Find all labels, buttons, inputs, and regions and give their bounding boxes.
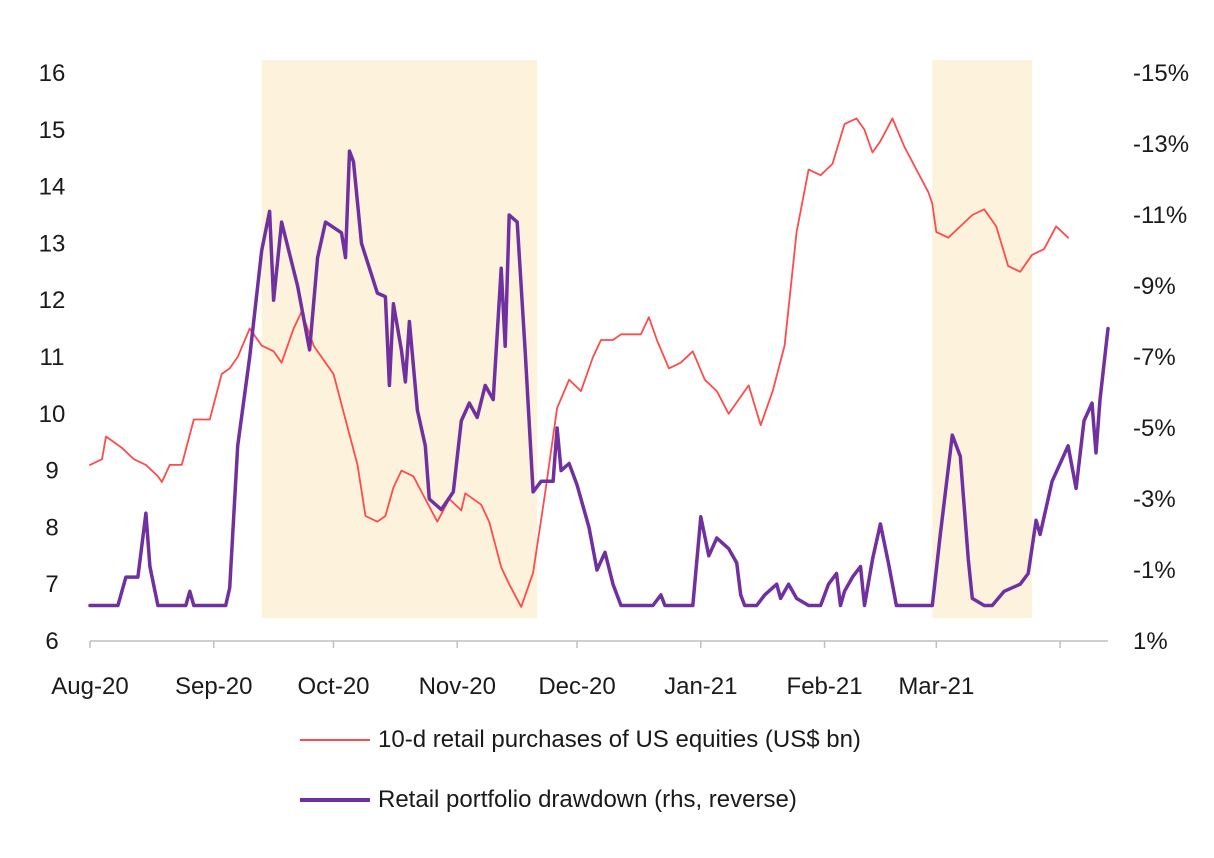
y-left-tick-label: 12 [39,287,66,314]
x-tick-label: Mar-21 [898,673,974,700]
y-left-tick-label: 10 [39,401,66,428]
y-right-tick-label: -1% [1133,557,1176,584]
x-tick-label: Aug-20 [51,673,128,700]
y-left-tick-label: 14 [39,174,66,201]
legend-item-portfolio-drawdown: Retail portfolio drawdown (rhs, reverse) [300,782,1060,818]
y-left-tick-label: 8 [45,514,58,541]
y-left-tick-label: 9 [45,458,58,485]
y-left-tick-label: 15 [39,117,66,144]
legend: 10-d retail purchases of US equities (US… [300,722,1060,842]
y-left-axis-ticks: 6 7 8 9 10 11 12 13 14 15 16 [39,60,66,655]
legend-swatch-retail-purchases [300,739,370,741]
x-tick-label: Feb-21 [787,673,863,700]
y-right-tick-label: -3% [1133,486,1176,513]
y-left-tick-label: 13 [39,230,66,257]
legend-swatch-portfolio-drawdown [300,798,370,802]
legend-item-retail-purchases: 10-d retail purchases of US equities (US… [300,722,1060,758]
y-left-tick-label: 11 [40,344,65,371]
x-tick-label: Oct-20 [298,673,370,700]
series-lines [88,117,1110,608]
y-right-tick-label: 1% [1133,628,1168,655]
legend-label-portfolio-drawdown: Retail portfolio drawdown (rhs, reverse) [378,786,797,813]
y-right-tick-label: -9% [1133,273,1176,300]
y-left-tick-label: 6 [45,628,58,655]
y-right-tick-label: -11% [1133,202,1187,229]
x-tick-label: Dec-20 [538,673,615,700]
x-axis-ticks: Aug-20 Sep-20 Oct-20 Nov-20 Dec-20 Jan-21 Feb-… [51,641,1061,700]
series-line-portfolio-drawdown [88,149,1110,608]
y-right-tick-label: -13% [1133,131,1189,158]
y-left-tick-label: 16 [39,60,66,87]
shaded-periods [261,60,1033,618]
shaded-period-2 [932,60,1033,618]
series-line-retail-purchases [89,117,1069,608]
x-tick-label: Jan-21 [664,673,737,700]
y-right-tick-label: -5% [1133,415,1176,442]
x-tick-label: Sep-20 [175,673,252,700]
legend-label-retail-purchases: 10-d retail purchases of US equities (US… [378,726,861,753]
y-right-tick-label: -15% [1133,60,1189,87]
y-left-tick-label: 7 [45,571,58,598]
x-tick-label: Nov-20 [419,673,496,700]
y-right-axis-ticks: 1% -1% -3% -5% -7% -9% -11% -13% -15% [1133,60,1189,655]
chart: Aug-20 Sep-20 Oct-20 Nov-20 Dec-20 Jan-21 Feb-… [39,60,1189,700]
y-right-tick-label: -7% [1133,344,1176,371]
